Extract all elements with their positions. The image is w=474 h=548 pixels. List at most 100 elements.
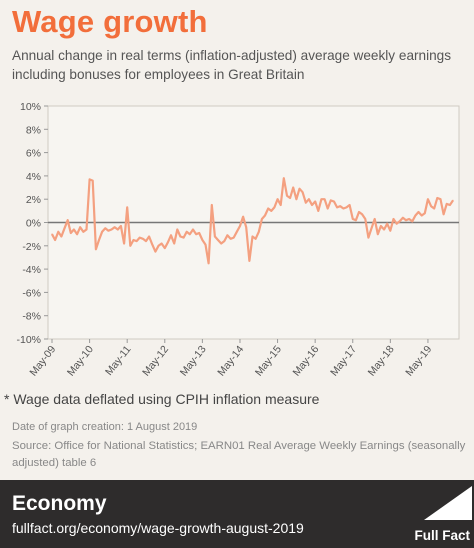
data-point	[292, 186, 294, 189]
chart-title: Wage growth	[12, 4, 208, 39]
data-point	[364, 218, 366, 220]
data-point	[60, 235, 62, 238]
data-point	[280, 204, 282, 206]
data-point	[443, 213, 445, 215]
x-tick-label: May-11	[103, 343, 134, 377]
data-point	[110, 228, 113, 231]
data-point	[298, 188, 301, 190]
data-point	[270, 210, 272, 212]
data-point	[405, 219, 407, 221]
footer-bar: Economy fullfact.org/economy/wage-growth…	[0, 480, 474, 548]
data-point	[154, 251, 156, 253]
data-point	[349, 204, 351, 206]
data-point	[251, 235, 254, 238]
data-point	[179, 235, 182, 238]
data-point	[85, 228, 88, 231]
y-tick-label: 4%	[26, 171, 41, 183]
data-point	[63, 227, 66, 229]
footnote: * Wage data deflated using CPIH inflatio…	[4, 391, 320, 407]
data-point	[245, 226, 247, 228]
x-tick-label: May-18	[366, 343, 397, 378]
y-tick-label: 10%	[20, 101, 41, 113]
full-fact-logo: Full Fact	[384, 480, 474, 548]
data-point	[189, 233, 191, 235]
data-point	[439, 198, 442, 200]
y-tick-label: 6%	[26, 148, 41, 160]
data-point	[182, 237, 185, 239]
data-point	[148, 235, 150, 238]
data-point	[79, 226, 81, 228]
data-point	[114, 226, 116, 228]
data-point	[208, 262, 210, 264]
data-point	[126, 206, 128, 208]
data-point	[192, 228, 194, 231]
x-tick-label: May-09	[27, 343, 58, 378]
data-point	[408, 218, 410, 220]
data-point	[339, 205, 341, 207]
y-tick-label: 0%	[26, 218, 41, 230]
x-tick-label: May-19	[403, 343, 434, 378]
data-point	[214, 235, 216, 238]
data-point	[51, 233, 53, 235]
data-point	[95, 248, 97, 250]
data-point	[430, 205, 432, 207]
y-tick-label: -2%	[22, 241, 41, 253]
data-point	[217, 239, 219, 241]
data-point	[223, 240, 225, 242]
creation-date: Date of graph creation: 1 August 2019	[12, 421, 198, 433]
data-point	[167, 241, 169, 243]
data-point	[164, 247, 166, 249]
footer-section-title: Economy	[12, 492, 107, 515]
data-point	[411, 220, 413, 222]
x-tick-label: May-15	[253, 343, 284, 378]
data-point	[98, 239, 100, 241]
data-point	[255, 238, 257, 240]
data-point	[267, 207, 269, 210]
data-point	[317, 210, 319, 212]
data-point	[70, 232, 72, 234]
data-point	[355, 219, 357, 221]
data-point	[242, 216, 244, 218]
data-point	[139, 237, 141, 239]
chart-subtitle: Annual change in real terms (inflation-a…	[12, 48, 452, 82]
footer-url[interactable]: fullfact.org/economy/wage-growth-august-…	[12, 520, 304, 536]
y-tick-label: 8%	[26, 124, 41, 136]
data-point	[151, 244, 153, 246]
data-point	[92, 179, 94, 182]
data-point	[276, 198, 279, 200]
data-point	[76, 233, 78, 235]
data-point	[358, 211, 360, 213]
data-point	[204, 244, 207, 246]
data-point	[157, 245, 160, 247]
data-point	[220, 242, 222, 245]
data-point	[386, 223, 388, 225]
data-point	[198, 232, 200, 234]
data-point	[233, 237, 235, 239]
data-point	[424, 212, 426, 214]
data-point	[377, 233, 379, 235]
data-point	[370, 227, 373, 229]
data-point	[295, 198, 297, 200]
data-point	[446, 203, 448, 205]
data-point	[258, 231, 260, 233]
line-chart: 10%8%6%4%2%0%-2%-4%-6%-8%-10%May-09 May-1…	[16, 101, 460, 378]
data-point	[311, 204, 313, 206]
data-point	[327, 207, 329, 210]
data-point	[201, 239, 203, 241]
data-point	[323, 198, 326, 200]
data-point	[383, 228, 385, 231]
data-point	[264, 214, 266, 217]
data-point	[333, 200, 335, 203]
y-tick-label: 2%	[26, 194, 41, 206]
data-point	[399, 220, 401, 222]
data-point	[273, 206, 276, 208]
y-tick-label: -4%	[22, 264, 41, 276]
data-point	[392, 218, 395, 220]
data-point	[417, 211, 420, 213]
data-point	[57, 231, 59, 233]
data-point	[330, 199, 332, 201]
data-point	[107, 230, 109, 232]
data-point	[352, 218, 354, 220]
source-note: Source: Office for National Statistics; …	[12, 440, 466, 469]
data-point	[142, 238, 144, 240]
